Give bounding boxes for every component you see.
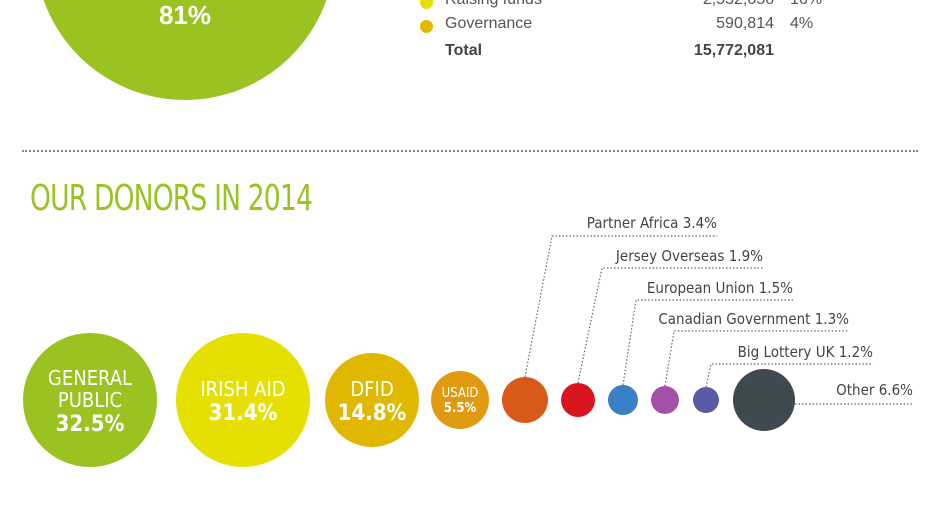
bubble-name-label: USAID xyxy=(442,386,479,401)
bubble-irish-aid xyxy=(176,333,310,467)
bubble-jersey-overseas xyxy=(561,383,595,417)
callout-leaders xyxy=(524,235,913,405)
raising-funds-dot-icon xyxy=(420,0,433,9)
total-label: Total xyxy=(445,42,483,59)
expenditure-row-raising-funds: Raising funds 2,532,656 16% xyxy=(420,0,840,13)
total-value: 15,772,081 xyxy=(693,42,774,59)
bubble-value-label: 5.5% xyxy=(444,401,477,416)
charitable-activities-pct: 81% xyxy=(158,0,212,30)
leader-line xyxy=(577,267,763,384)
bubble-name-label: PUBLIC xyxy=(58,388,122,412)
expenditure-label: Governance xyxy=(445,15,533,32)
expenditure-label: Raising funds xyxy=(445,0,542,9)
bubble-name-label: IRISH AID xyxy=(200,377,285,401)
callout-label-european-union: European Union 1.5% xyxy=(647,279,793,297)
bubble-partner-africa xyxy=(502,377,548,423)
bubble-other xyxy=(733,369,795,431)
expenditure-value: 2,532,656 xyxy=(703,0,774,9)
leader-line xyxy=(622,299,793,386)
bubble-name-label: DFID xyxy=(350,377,393,401)
expenditure-value: 590,814 xyxy=(716,15,774,32)
callout-label-other: Other 6.6% xyxy=(836,381,913,399)
bubble-dfid xyxy=(325,353,419,447)
expenditure-pct: 16% xyxy=(790,0,822,9)
leader-line xyxy=(664,330,849,387)
bubble-value-label: 14.8% xyxy=(338,401,407,426)
leader-line xyxy=(705,363,873,388)
bubble-big-lottery-uk xyxy=(693,387,719,413)
callout-label-big-lottery-uk: Big Lottery UK 1.2% xyxy=(738,343,874,361)
bubble-general-public xyxy=(23,333,157,467)
governance-dot-icon xyxy=(420,20,433,33)
bubble-usaid xyxy=(431,371,489,429)
donor-bubbles xyxy=(23,333,795,467)
bubble-name-label: GENERAL xyxy=(48,366,132,390)
bubble-value-label: 31.4% xyxy=(209,401,278,426)
bubble-canadian-government xyxy=(651,386,679,414)
expenditure-total-row: Total 15,772,081 xyxy=(420,42,840,64)
section-divider xyxy=(22,150,918,152)
callout-label-canadian-government: Canadian Government 1.3% xyxy=(658,310,849,328)
expenditure-pct: 4% xyxy=(790,15,814,32)
donors-heading: OUR DONORS IN 2014 xyxy=(30,178,313,219)
bubble-european-union xyxy=(608,385,638,415)
leader-line xyxy=(524,235,717,378)
expenditure-row-governance: Governance 590,814 4% xyxy=(420,15,840,37)
callout-label-partner-africa: Partner Africa 3.4% xyxy=(587,214,717,232)
callout-label-jersey-overseas: Jersey Overseas 1.9% xyxy=(615,247,763,265)
bubble-value-label: 32.5% xyxy=(56,412,125,437)
